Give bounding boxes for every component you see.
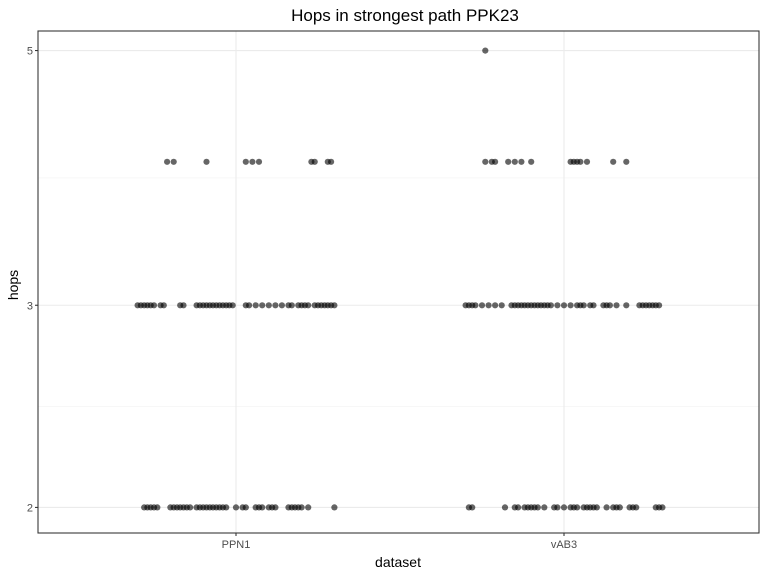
data-point (593, 504, 600, 511)
data-point (610, 158, 617, 165)
data-point (656, 302, 663, 309)
data-points (134, 47, 666, 511)
data-point (298, 504, 305, 511)
data-point (633, 504, 640, 511)
data-point (255, 158, 263, 165)
data-point (305, 504, 312, 511)
data-point (272, 504, 279, 511)
x-tick-label: vAB3 (551, 539, 577, 551)
data-point (472, 302, 479, 309)
data-point (160, 302, 167, 309)
data-point (331, 504, 338, 511)
data-point (580, 302, 587, 309)
y-axis-ticks: 2 3 5 (27, 46, 38, 514)
data-point (223, 504, 230, 511)
data-point (583, 158, 591, 165)
data-point (528, 158, 535, 165)
data-point (242, 504, 249, 511)
data-point (590, 302, 597, 309)
data-point (242, 158, 249, 165)
data-point (482, 158, 489, 165)
data-point (603, 504, 610, 511)
data-point (252, 302, 259, 309)
data-point (623, 158, 630, 165)
data-point (492, 302, 499, 309)
data-point (560, 302, 568, 309)
data-point (272, 302, 279, 309)
data-point (229, 302, 236, 309)
data-point (515, 504, 522, 511)
data-point (492, 158, 499, 165)
data-point (560, 504, 568, 511)
x-tick-label: PPN1 (222, 539, 251, 551)
data-point (305, 302, 312, 309)
data-point (246, 302, 253, 309)
data-point (616, 504, 623, 511)
data-point (567, 302, 574, 309)
data-point (574, 504, 581, 511)
data-point (518, 158, 525, 165)
data-point (501, 504, 509, 511)
y-axis-title: hops (5, 270, 21, 300)
data-point (485, 302, 492, 309)
data-point (547, 302, 555, 309)
data-point (498, 302, 505, 309)
plot-panel (37, 30, 760, 534)
data-point (170, 158, 177, 165)
data-point (511, 158, 518, 165)
y-tick-label: 2 (27, 502, 33, 514)
data-point (180, 302, 187, 309)
chart-title: Hops in strongest path PPK23 (291, 6, 519, 25)
data-point (482, 47, 489, 54)
data-point (232, 504, 240, 511)
data-point (311, 158, 318, 165)
data-point (154, 504, 161, 511)
y-tick-label: 3 (27, 300, 33, 312)
data-point (150, 302, 158, 309)
data-point (534, 504, 541, 511)
data-point (469, 504, 476, 511)
x-axis-title: dataset (375, 554, 421, 570)
data-point (659, 504, 666, 511)
x-axis-ticks: PPN1 vAB3 (222, 533, 577, 551)
data-point (249, 158, 256, 165)
data-point (288, 302, 295, 309)
data-point (259, 302, 266, 309)
data-point (328, 158, 335, 165)
data-point (505, 158, 512, 165)
data-point (613, 302, 620, 309)
data-point (554, 504, 561, 511)
data-point (606, 302, 614, 309)
data-point (577, 158, 584, 165)
data-point (554, 302, 561, 309)
data-point (331, 302, 338, 309)
data-point (164, 158, 171, 165)
y-tick-label: 5 (27, 46, 33, 58)
major-gridlines (38, 31, 759, 533)
data-point (623, 302, 630, 309)
data-point (278, 302, 285, 309)
data-point (265, 302, 272, 309)
data-point (478, 302, 486, 309)
data-point (541, 504, 548, 511)
data-point (259, 504, 266, 511)
data-point (203, 158, 210, 165)
data-point (187, 504, 194, 511)
minor-gridlines (38, 177, 759, 407)
